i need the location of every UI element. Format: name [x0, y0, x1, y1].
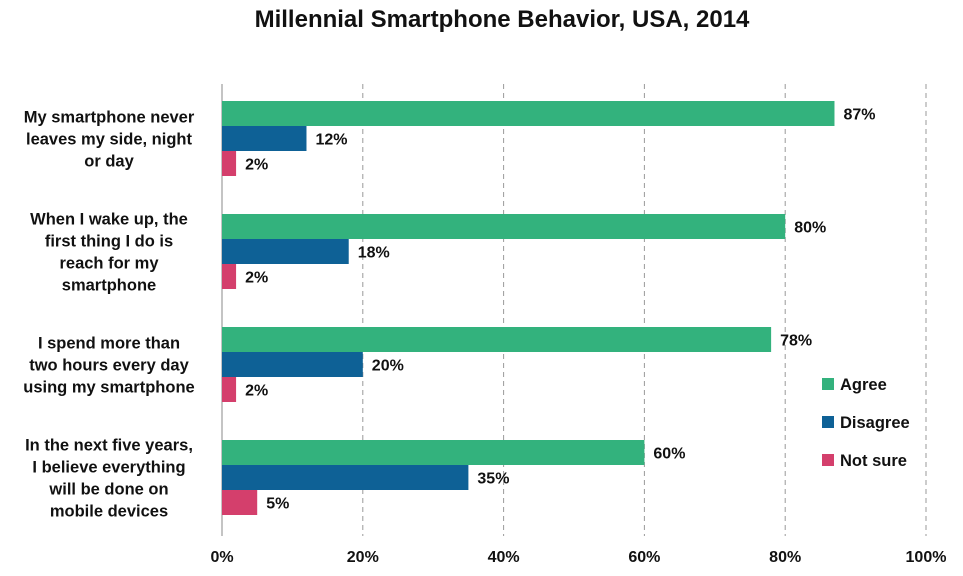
- data-label: 80%: [794, 220, 826, 237]
- x-tick-label: 60%: [628, 549, 660, 566]
- data-label: 87%: [843, 107, 875, 124]
- legend-label: Agree: [840, 376, 887, 394]
- data-label: 2%: [245, 270, 268, 287]
- legend-swatch: [822, 378, 834, 390]
- legend-label: Disagree: [840, 414, 910, 432]
- bar-agree: [222, 214, 786, 239]
- bar-disagree: [222, 126, 307, 151]
- data-label: 2%: [245, 383, 268, 400]
- bar-not-sure: [222, 151, 237, 176]
- data-label: 20%: [372, 358, 404, 375]
- category-label: I spend more than two hours every day usin…: [23, 335, 194, 397]
- x-tick-label: 100%: [906, 549, 947, 566]
- data-label: 2%: [245, 157, 268, 174]
- data-labels: 87% 80% 78% 60% 12% 18% 20% 35% 2% 2% 2% 5%: [245, 107, 875, 513]
- category-label: My smartphone never leaves my side, night…: [24, 109, 195, 171]
- bar-agree: [222, 101, 835, 126]
- bar-disagree: [222, 465, 469, 490]
- category-labels: My smartphone never leaves my side, night…: [23, 109, 195, 521]
- data-label: 35%: [477, 471, 509, 488]
- legend: Agree Disagree Not sure: [822, 376, 910, 470]
- x-tick-label: 80%: [769, 549, 801, 566]
- category-label: In the next five years, I believe everyth…: [25, 437, 193, 521]
- legend-swatch: [822, 454, 834, 466]
- legend-swatch: [822, 416, 834, 428]
- data-label: 60%: [653, 446, 685, 463]
- x-tick-labels: 0% 20% 40% 60% 80% 100%: [210, 549, 946, 566]
- bar-agree: [222, 440, 645, 465]
- x-tick-label: 40%: [488, 549, 520, 566]
- bar-disagree: [222, 352, 363, 377]
- category-label: When I wake up, the first thing I do is re…: [30, 211, 188, 295]
- chart-title: Millennial Smartphone Behavior, USA, 201…: [255, 6, 750, 33]
- bars: [222, 101, 835, 515]
- bar-disagree: [222, 239, 349, 264]
- x-tick-label: 0%: [210, 549, 233, 566]
- bar-not-sure: [222, 377, 237, 402]
- data-label: 78%: [780, 333, 812, 350]
- data-label: 5%: [266, 496, 289, 513]
- data-label: 12%: [315, 132, 347, 149]
- legend-label: Not sure: [840, 452, 907, 470]
- x-tick-label: 20%: [347, 549, 379, 566]
- bar-agree: [222, 327, 772, 352]
- bar-not-sure: [222, 490, 258, 515]
- gridlines: [362, 84, 927, 536]
- data-label: 18%: [358, 245, 390, 262]
- bar-not-sure: [222, 264, 237, 289]
